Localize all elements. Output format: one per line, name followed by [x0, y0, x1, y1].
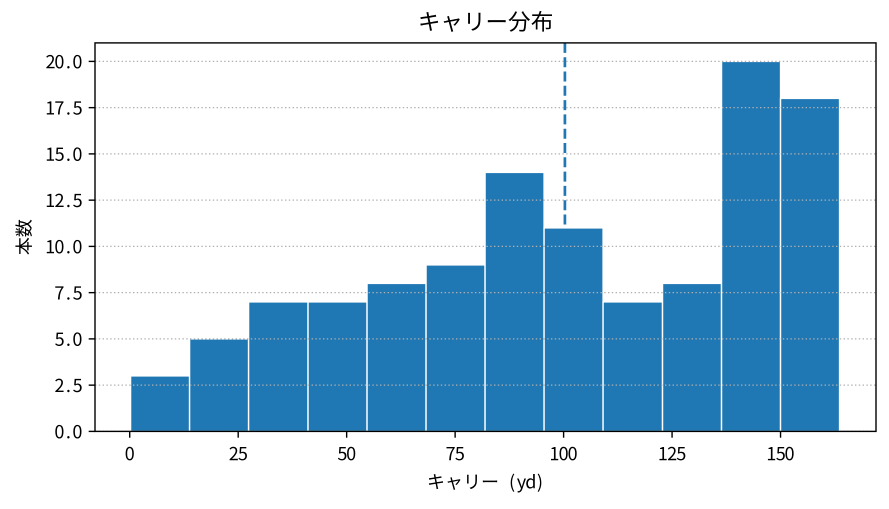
x-tick-label	[229, 446, 247, 461]
bars-layer	[129, 60, 841, 433]
histogram-bar	[484, 171, 545, 433]
y-tick-label	[46, 239, 82, 254]
x-tick-label	[125, 446, 134, 461]
x-tick-label	[767, 446, 794, 461]
histogram-bar	[247, 301, 309, 433]
x-axis-label	[428, 473, 542, 493]
x-tick-label	[337, 446, 356, 461]
histogram-bar	[188, 338, 250, 433]
histogram-bar	[307, 301, 368, 433]
x-tick-label	[550, 446, 577, 461]
y-tick-label	[46, 54, 82, 69]
histogram-bar	[661, 282, 723, 433]
y-tick-label	[46, 101, 82, 115]
axes-layer	[88, 42, 877, 438]
y-tick-labels	[46, 54, 82, 439]
histogram-bar	[779, 97, 841, 433]
y-axis-label	[15, 219, 32, 255]
y-tick-label	[55, 424, 82, 439]
chart-title	[420, 10, 552, 32]
histogram-bar	[543, 227, 604, 433]
histogram-bar	[425, 264, 486, 433]
histogram-bar	[720, 60, 782, 433]
histogram-bar	[602, 301, 664, 433]
y-tick-label	[46, 193, 82, 208]
x-tick-label	[659, 446, 686, 461]
y-tick-label	[55, 378, 82, 393]
x-tick-labels	[125, 446, 794, 461]
y-tick-label	[55, 286, 82, 300]
plot-spines	[94, 42, 877, 433]
x-tick-label	[446, 447, 464, 461]
y-tick-label	[55, 332, 82, 347]
histogram-bar	[129, 375, 191, 433]
y-tick-label	[46, 147, 82, 162]
histogram-bar	[366, 282, 427, 433]
